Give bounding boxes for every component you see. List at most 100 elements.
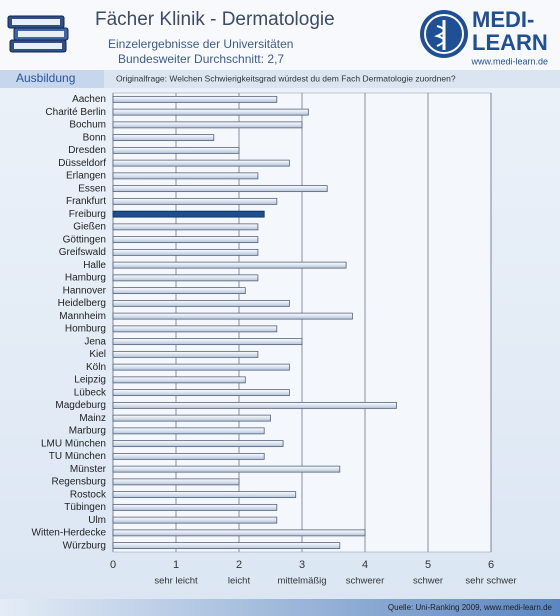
bar xyxy=(112,478,240,486)
footer-band xyxy=(0,599,560,616)
category-label: Düsseldorf xyxy=(58,158,106,169)
section-label: Ausbildung xyxy=(16,71,75,85)
scale-label: leicht xyxy=(228,576,251,587)
category-label: Dresden xyxy=(68,145,106,156)
category-label: Hamburg xyxy=(65,273,106,284)
bar xyxy=(112,121,303,129)
bar xyxy=(112,452,265,460)
category-label: Tübingen xyxy=(64,502,106,513)
category-label: Gießen xyxy=(73,222,106,233)
bar xyxy=(112,134,215,142)
category-label: Hannover xyxy=(63,285,107,296)
category-label: LMU München xyxy=(41,438,106,449)
subtitle: Bundesweiter Durchschnitt: 2,7 xyxy=(118,52,284,66)
bar xyxy=(112,363,290,371)
x-tick-label: 6 xyxy=(488,559,494,571)
bar xyxy=(112,542,341,550)
x-tick-label: 1 xyxy=(173,559,179,571)
category-label: Greifswald xyxy=(59,247,106,258)
category-label: TU München xyxy=(49,451,106,462)
bar xyxy=(112,491,297,499)
x-tick-label: 0 xyxy=(110,559,116,571)
category-label: Lübeck xyxy=(74,387,107,398)
subtitle: Einzelergebnisse der Universitäten xyxy=(108,37,293,51)
category-label: Heidelberg xyxy=(58,298,106,309)
title: Fächer Klinik - Dermatologie xyxy=(95,9,335,30)
bar xyxy=(112,529,366,537)
bar xyxy=(112,248,259,256)
bar xyxy=(112,185,328,193)
bar xyxy=(112,440,284,448)
bar xyxy=(112,172,259,180)
category-label: Münster xyxy=(70,464,107,475)
category-label: Bochum xyxy=(69,120,106,131)
bar xyxy=(112,401,397,409)
category-label: Mainz xyxy=(79,413,106,424)
category-label: Halle xyxy=(83,260,106,271)
category-label: Magdeburg xyxy=(55,400,106,411)
bar xyxy=(112,287,246,295)
category-label: Leipzig xyxy=(74,375,106,386)
category-label: Köln xyxy=(86,362,106,373)
category-label: Erlangen xyxy=(66,171,106,182)
category-label: Jena xyxy=(84,336,106,347)
logo-url: www.medi-learn.de xyxy=(470,56,548,66)
bar xyxy=(112,223,259,231)
bar xyxy=(112,414,271,422)
question: Originalfrage: Welchen Schwierigkeitsgra… xyxy=(116,73,456,83)
bar xyxy=(112,325,278,333)
scale-label: sehr schwer xyxy=(465,576,516,587)
bar xyxy=(112,516,278,524)
books-icon xyxy=(7,15,69,53)
category-label: Mannheim xyxy=(59,311,106,322)
bar xyxy=(112,159,290,167)
source: Quelle: Uni-Ranking 2009, www.medi-learn… xyxy=(388,603,553,612)
plot: 0 1 2 3 4 5 6 sehr leicht leicht mittelmäßig schwe… xyxy=(32,92,517,587)
scale-label: schwer xyxy=(413,576,443,587)
scale-label: schwerer xyxy=(346,576,385,587)
logo xyxy=(420,10,468,58)
category-label: Marburg xyxy=(69,426,106,437)
bar xyxy=(112,338,303,346)
bar xyxy=(112,210,265,218)
bar xyxy=(112,197,278,205)
category-label: Aachen xyxy=(72,94,106,105)
logo-text: MEDI- xyxy=(472,7,534,32)
category-label: Essen xyxy=(78,183,106,194)
category-label: Freiburg xyxy=(69,209,106,220)
category-label: Charité Berlin xyxy=(45,107,106,118)
bar xyxy=(112,376,246,384)
bar xyxy=(112,108,309,116)
bar xyxy=(112,236,259,244)
bar xyxy=(112,312,353,320)
bar xyxy=(112,146,240,154)
category-label: Homburg xyxy=(65,324,106,335)
bar xyxy=(112,350,259,358)
bar xyxy=(112,427,265,435)
x-tick-label: 2 xyxy=(236,559,242,571)
scale-label: mittelmäßig xyxy=(277,576,326,587)
category-label: Bonn xyxy=(83,132,106,143)
category-label: Kiel xyxy=(89,349,106,360)
category-label: Göttingen xyxy=(63,234,106,245)
section-tab xyxy=(0,70,104,88)
bar xyxy=(112,503,278,511)
scale-label: sehr leicht xyxy=(154,576,198,587)
section-band xyxy=(0,70,560,88)
bar xyxy=(112,299,290,307)
bar xyxy=(112,261,347,269)
category-label: Ulm xyxy=(88,515,106,526)
bar xyxy=(112,274,259,282)
category-label: Würzburg xyxy=(63,540,106,551)
x-tick-label: 4 xyxy=(362,559,368,571)
bar xyxy=(112,465,341,473)
category-label: Witten-Herdecke xyxy=(32,528,107,539)
x-tick-label: 5 xyxy=(425,559,431,571)
category-label: Frankfurt xyxy=(66,196,106,207)
category-label: Rostock xyxy=(70,489,107,500)
category-label: Regensburg xyxy=(52,477,106,488)
bar xyxy=(112,389,290,397)
logo-text: LEARN xyxy=(472,30,548,55)
x-tick-label: 3 xyxy=(299,559,305,571)
